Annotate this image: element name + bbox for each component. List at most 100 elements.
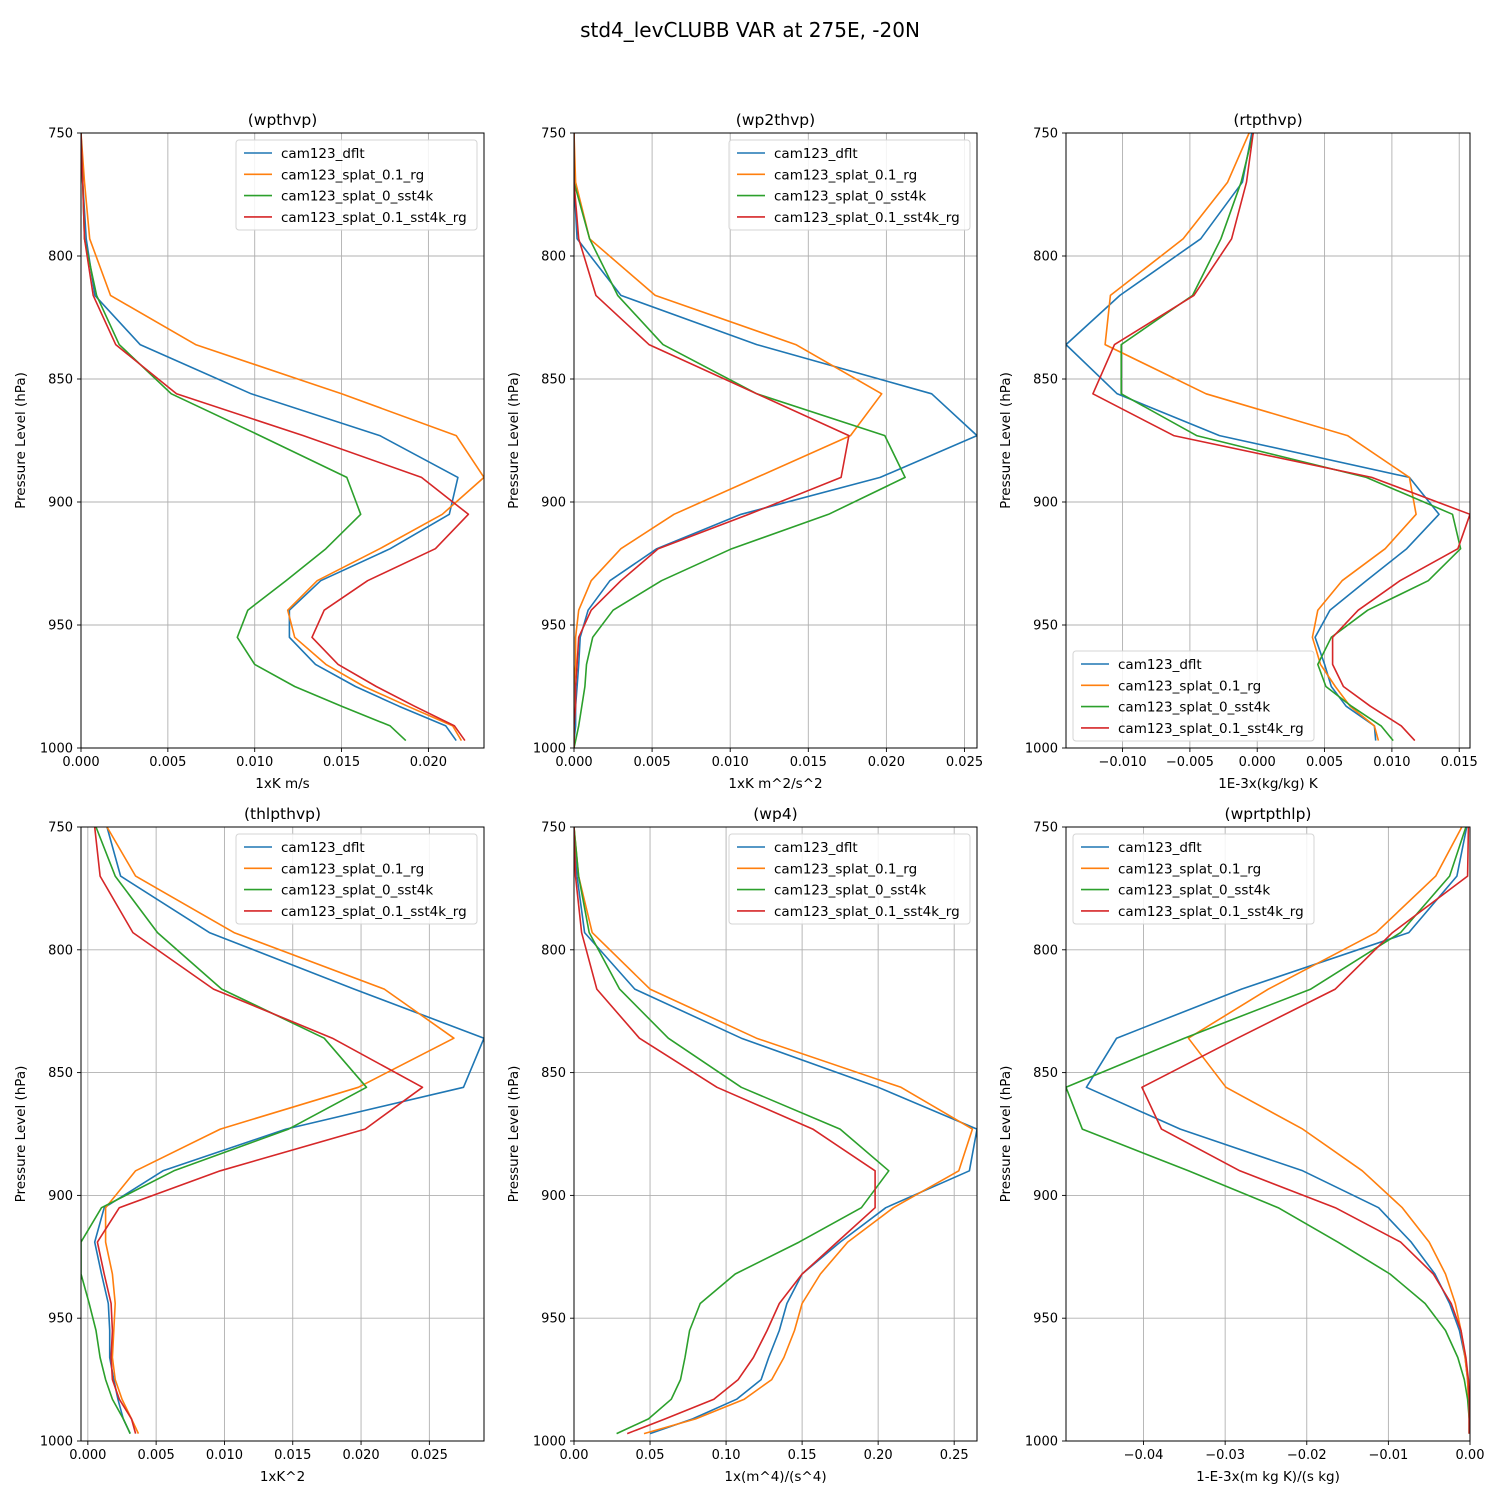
x-axis-label: 1xK^2 (260, 1469, 305, 1485)
y-tick-label: 950 (48, 619, 73, 634)
legend: cam123_dflt cam123_splat_0.1_rg cam123_spl… (1072, 833, 1315, 925)
y-tick-label: 750 (541, 127, 566, 142)
legend-label: cam123_dflt (1118, 840, 1202, 856)
x-tick-label: 0.00 (560, 1448, 589, 1463)
y-tick-label: 950 (541, 619, 566, 634)
x-tick-label: 0.025 (411, 1448, 448, 1463)
x-tick-label: 0.010 (206, 1448, 243, 1463)
legend-label: cam123_splat_0_sst4k (281, 189, 433, 205)
y-tick-label: 1000 (533, 742, 566, 757)
y-tick-label: 800 (1033, 250, 1058, 265)
y-tick-label: 850 (541, 1066, 566, 1081)
series-line-cam123_splat_0_sst4k (1120, 133, 1462, 742)
legend-box (728, 833, 971, 925)
y-tick-label: 750 (48, 127, 73, 142)
y-tick-label: 900 (541, 496, 566, 511)
legend-label: cam123_splat_0.1_sst4k_rg (1118, 721, 1304, 737)
y-tick-label: 1000 (533, 1435, 566, 1450)
legend-box (1072, 833, 1315, 925)
panel-title: (thlpthvp) (244, 805, 321, 823)
y-tick-label: 850 (541, 373, 566, 388)
series-line-cam123_splat_0.1_sst4k_rg (81, 133, 470, 742)
series-line-cam123_splat_0_sst4k (81, 133, 407, 742)
y-axis-label: Pressure Level (hPa) (998, 1066, 1014, 1203)
legend: cam123_dflt cam123_splat_0.1_rg cam123_spl… (728, 139, 971, 231)
panel-title: (wprtpthlp) (1225, 805, 1312, 823)
series-line-cam123_dflt (574, 827, 977, 1435)
legend: cam123_dflt cam123_splat_0.1_rg cam123_spl… (1072, 650, 1315, 742)
x-tick-label: 0.025 (946, 755, 983, 770)
x-axis-label: 1xK m^2/s^2 (728, 776, 822, 792)
y-tick-label: 850 (1033, 1066, 1058, 1081)
legend-label: cam123_splat_0_sst4k (1118, 883, 1270, 899)
panel-5: 0.00 0.05 0.10 0.15 0.20 0.25 750 800 850 900 950 1… (506, 805, 978, 1485)
y-tick-label: 800 (1033, 943, 1058, 958)
y-axis-label: Pressure Level (hPa) (998, 372, 1014, 509)
y-tick-label: 950 (48, 1312, 73, 1327)
panel-3: −0.010 −0.005 0.000 0.005 0.010 0.015 750 800 85… (998, 111, 1478, 792)
legend-label: cam123_splat_0_sst4k (774, 189, 926, 205)
series-line-cam123_splat_0.1_sst4k_rg (1141, 827, 1470, 1434)
y-tick-label: 800 (541, 943, 566, 958)
x-tick-label: −0.03 (1205, 1448, 1245, 1463)
series-line-cam123_splat_0.1_rg (1104, 133, 1417, 741)
x-tick-label: 0.010 (236, 755, 273, 770)
panel-6: −0.04 −0.03 −0.02 −0.01 0.00 750 800 850 900 950 1… (998, 805, 1484, 1485)
x-tick-label: 0.020 (342, 1448, 379, 1463)
axes-frame (573, 132, 978, 749)
series-line-cam123_splat_0.1_sst4k_rg (1092, 133, 1470, 742)
x-tick-label: 0.000 (1239, 755, 1276, 770)
series-line-cam123_splat_0.1_sst4k_rg (574, 133, 850, 748)
y-axis-label: Pressure Level (hPa) (13, 372, 29, 509)
axes-frame (1065, 826, 1471, 1442)
axes-frame (80, 826, 485, 1442)
y-tick-label: 1000 (1025, 1435, 1058, 1450)
x-tick-label: 0.010 (1373, 755, 1410, 770)
x-tick-label: 0.005 (138, 1448, 175, 1463)
legend: cam123_dflt cam123_splat_0.1_rg cam123_spl… (235, 833, 478, 925)
y-tick-label: 950 (1033, 1312, 1058, 1327)
series-line-cam123_dflt (1066, 133, 1440, 741)
x-tick-label: 0.020 (868, 755, 905, 770)
legend-label: cam123_splat_0.1_sst4k_rg (1118, 904, 1304, 920)
y-tick-label: 1000 (1025, 742, 1058, 757)
legend: cam123_dflt cam123_splat_0.1_rg cam123_spl… (728, 833, 971, 925)
x-tick-label: −0.005 (1166, 755, 1214, 770)
x-tick-label: 0.015 (274, 1448, 311, 1463)
series-line-cam123_splat_0_sst4k (574, 827, 890, 1435)
legend-label: cam123_splat_0.1_sst4k_rg (774, 904, 960, 920)
series-line-cam123_splat_0_sst4k (574, 133, 906, 748)
y-tick-label: 1000 (40, 742, 73, 757)
series-line-cam123_dflt (93, 827, 484, 1434)
y-tick-label: 750 (1033, 821, 1058, 836)
y-tick-label: 800 (48, 250, 73, 265)
x-tick-label: 0.015 (1441, 755, 1478, 770)
x-tick-label: −0.010 (1099, 755, 1147, 770)
x-axis-label: 1-E-3x(m kg K)/(s kg) (1196, 1469, 1340, 1485)
legend-label: cam123_splat_0.1_rg (281, 167, 424, 183)
x-tick-label: 0.020 (410, 755, 447, 770)
axes-frame (1065, 132, 1471, 749)
y-tick-label: 850 (48, 1066, 73, 1081)
y-axis-label: Pressure Level (hPa) (13, 1066, 29, 1203)
legend-label: cam123_splat_0.1_rg (774, 167, 917, 183)
series-line-cam123_splat_0.1_rg (81, 133, 484, 742)
y-tick-label: 1000 (40, 1435, 73, 1450)
x-tick-label: 0.000 (62, 755, 99, 770)
legend: cam123_dflt cam123_splat_0.1_rg cam123_spl… (235, 139, 478, 231)
series-line-cam123_splat_0_sst4k (1066, 827, 1470, 1434)
y-tick-label: 900 (541, 1189, 566, 1204)
panel-title: (rtpthvp) (1233, 111, 1302, 129)
panel-4: 0.000 0.005 0.010 0.015 0.020 0.025 750 800 850 9… (13, 805, 485, 1485)
x-tick-label: 0.20 (864, 1448, 893, 1463)
x-tick-label: 0.005 (149, 755, 186, 770)
y-axis-label: Pressure Level (hPa) (506, 1066, 522, 1203)
x-tick-label: 0.10 (712, 1448, 741, 1463)
y-tick-label: 900 (1033, 496, 1058, 511)
legend-box (235, 139, 478, 231)
x-tick-label: −0.02 (1287, 1448, 1327, 1463)
y-tick-label: 900 (48, 496, 73, 511)
series-line-cam123_splat_0.1_rg (104, 827, 455, 1434)
series-line-cam123_splat_0.1_rg (574, 827, 974, 1435)
